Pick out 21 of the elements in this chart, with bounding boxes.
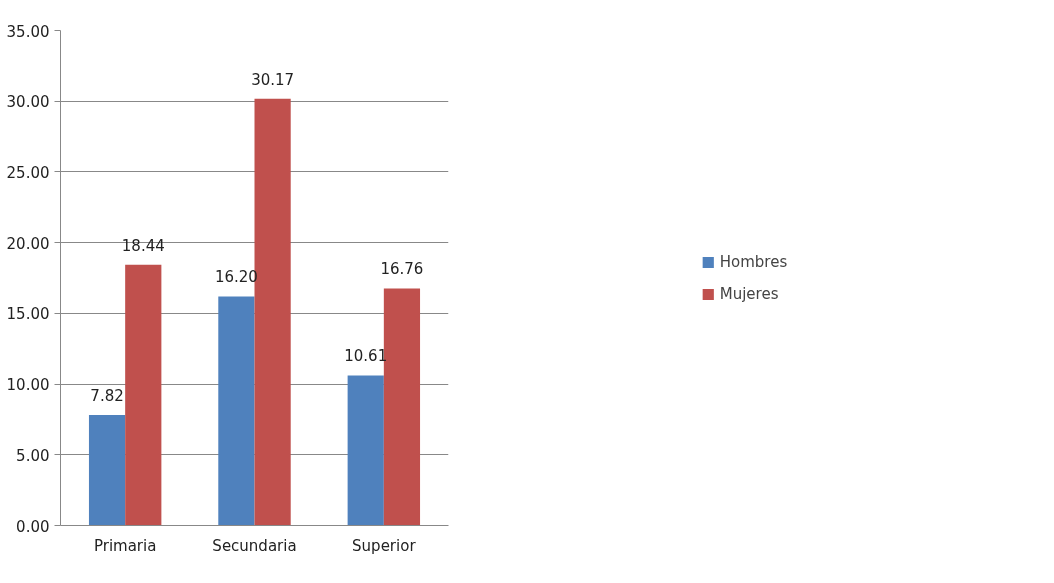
- y-tick-label: 15.00: [6, 305, 50, 324]
- x-tick-label: Primaria: [93, 536, 157, 555]
- y-tick-label: 5.00: [16, 446, 50, 465]
- x-tick-label: Superior: [352, 536, 417, 555]
- data-label: 18.44: [121, 236, 165, 255]
- x-tick-label: Secundaria: [212, 536, 297, 555]
- y-tick-label: 25.00: [6, 163, 50, 182]
- y-tick-label: 30.00: [6, 93, 50, 112]
- y-tick-label: 10.00: [6, 376, 50, 395]
- y-tick-label: 35.00: [6, 22, 50, 41]
- data-label: 7.82: [90, 386, 124, 405]
- bar: [347, 375, 384, 526]
- bar: [125, 264, 162, 526]
- bar: [218, 296, 255, 526]
- legend-label: Hombres: [719, 252, 788, 271]
- bar: [88, 414, 126, 526]
- data-label: 16.76: [380, 260, 424, 279]
- data-label: 30.17: [251, 70, 295, 89]
- y-tick-label: 0.00: [16, 517, 50, 536]
- y-tick-label: 20.00: [6, 234, 50, 253]
- legend-label: Mujeres: [719, 284, 779, 303]
